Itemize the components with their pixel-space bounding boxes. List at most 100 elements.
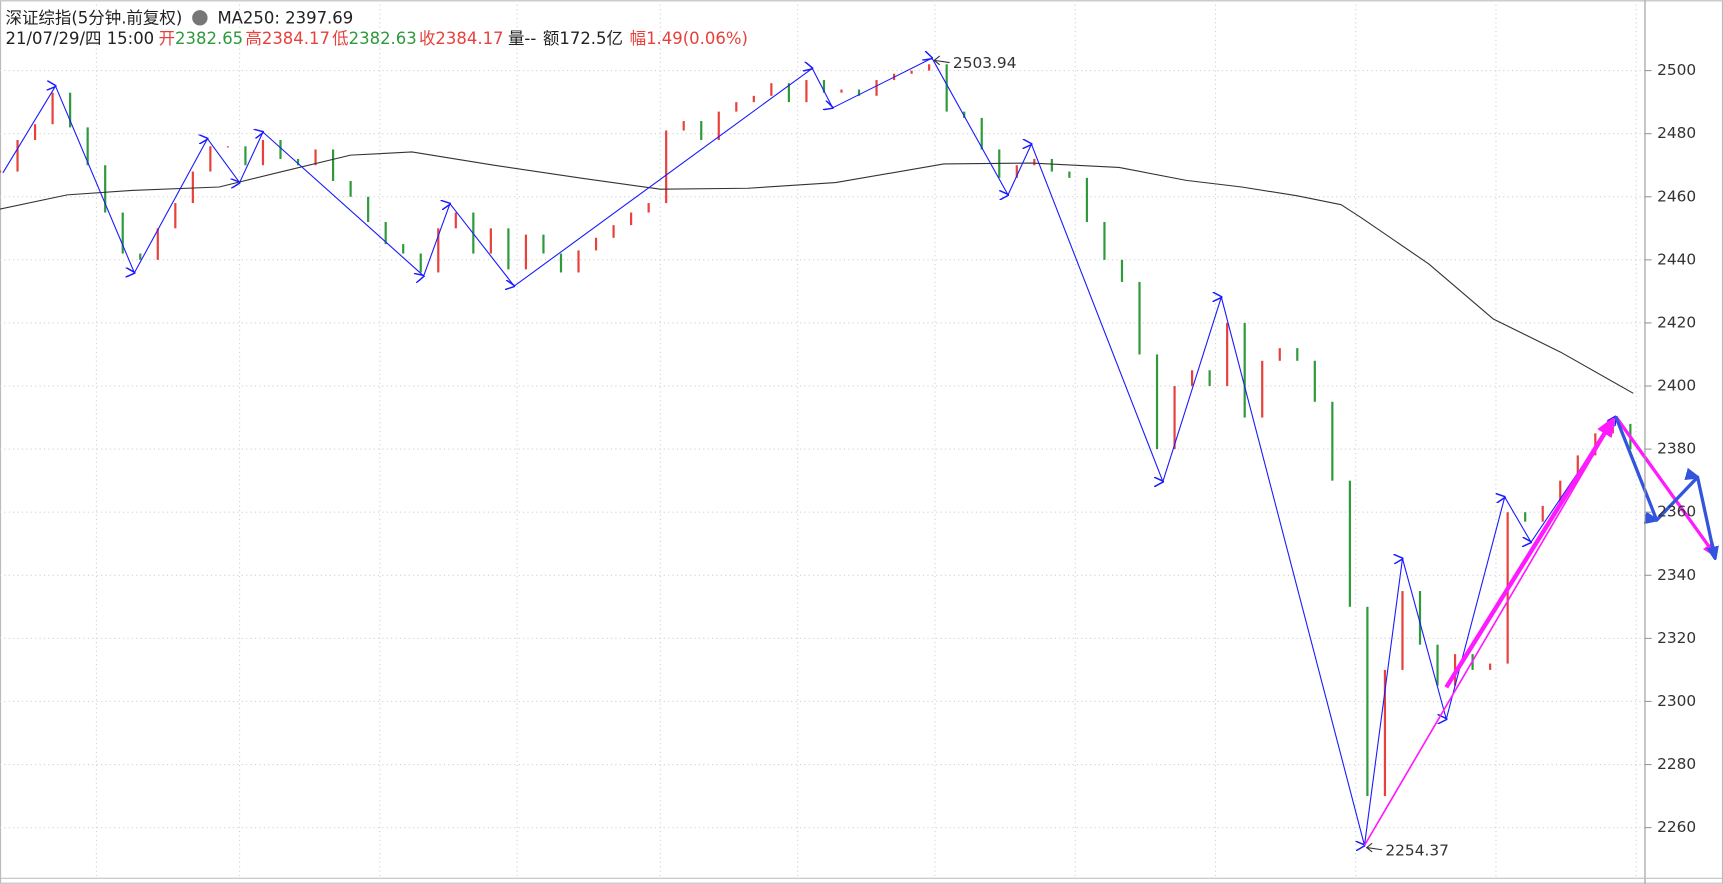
candle — [33, 124, 37, 140]
field-label: 开 — [159, 29, 175, 48]
candle — [700, 121, 703, 140]
candle — [419, 253, 422, 273]
y-tick-label: 2380 — [1657, 440, 1696, 458]
candle — [524, 234, 528, 270]
candle — [402, 244, 405, 254]
candle — [542, 234, 545, 254]
candle — [805, 80, 808, 103]
candle — [349, 180, 352, 197]
candle — [1243, 322, 1246, 418]
candle — [1418, 591, 1422, 645]
candle — [1173, 386, 1176, 450]
candle — [226, 146, 230, 148]
candle — [735, 102, 738, 112]
annotation-arrow — [933, 55, 950, 66]
candle — [1278, 348, 1281, 361]
y-tick-label: 2400 — [1657, 377, 1696, 395]
annotation-label: 2254.37 — [1385, 841, 1449, 859]
field-value: 2382.65 — [175, 29, 243, 48]
candle — [1348, 480, 1351, 607]
candle — [682, 121, 685, 131]
candle — [1226, 322, 1229, 387]
candle — [174, 203, 177, 229]
candle — [752, 95, 755, 103]
candle — [1401, 591, 1404, 670]
candle — [612, 225, 615, 238]
candle — [191, 171, 194, 204]
candle — [1436, 644, 1439, 686]
candle — [156, 228, 159, 260]
candle — [1541, 505, 1544, 522]
y-tick-label: 2320 — [1657, 629, 1696, 647]
candle — [665, 130, 668, 204]
candle — [928, 64, 931, 71]
candle — [209, 146, 212, 172]
candle — [51, 92, 54, 125]
candle — [1191, 370, 1194, 387]
candle — [1489, 663, 1492, 670]
trend-line — [2, 58, 1616, 845]
chart-title: 深证综指(5分钟.前复权) — [5, 8, 182, 27]
candle — [770, 83, 773, 96]
candle — [489, 228, 492, 254]
candle — [1524, 512, 1527, 522]
annotations: 2503.94 2254.37 — [933, 54, 1449, 859]
candle — [1313, 360, 1316, 402]
field-label: 低 — [332, 29, 348, 48]
candle — [261, 139, 265, 166]
y-tick-label: 2360 — [1657, 503, 1696, 521]
change: 1.49(0.06%) — [646, 29, 748, 48]
candle — [1366, 606, 1369, 797]
y-tick-label: 2500 — [1657, 61, 1696, 79]
candle — [0, 170, 2, 173]
y-tick-label: 2420 — [1657, 313, 1696, 331]
candle — [840, 89, 843, 93]
candle — [139, 253, 142, 260]
candle — [1261, 360, 1264, 418]
candle — [279, 139, 282, 159]
candle — [1208, 370, 1211, 387]
trend-line — [1614, 416, 1715, 559]
candle — [630, 212, 633, 226]
header-line-2: 21/07/29/四 15:00 开2382.65 高2384.17 低2382.63… — [5, 29, 747, 48]
y-tick-label: 2300 — [1657, 692, 1696, 710]
trend-line — [1363, 416, 1617, 846]
y-tick-label: 2260 — [1657, 818, 1696, 836]
candle — [1155, 354, 1159, 450]
candle — [331, 149, 335, 181]
header-line-1: 深证综指(5分钟.前复权) MA250: 2397.69 — [5, 8, 353, 27]
y-tick-label: 2440 — [1657, 250, 1696, 268]
field-value: 2382.63 — [349, 29, 417, 48]
trend-line — [1444, 420, 1613, 689]
y-tick-label: 2280 — [1657, 755, 1696, 773]
candle — [945, 64, 948, 112]
volume: 量-- — [508, 29, 536, 48]
field-value: 2384.17 — [262, 29, 330, 48]
field-label: 高 — [245, 29, 261, 48]
candle — [1050, 158, 1053, 172]
candle — [244, 146, 247, 166]
candle — [559, 253, 563, 273]
y-axis: 2260 2280 2300 2320 2340 2360 2380 2400 2420 2440… — [1644, 61, 1696, 836]
candle — [1033, 158, 1036, 166]
candle — [1120, 259, 1124, 282]
annotation-label: 2503.94 — [953, 54, 1017, 72]
candle — [910, 70, 913, 74]
field-value: 2384.17 — [435, 29, 503, 48]
candle — [454, 212, 457, 229]
candle — [367, 196, 370, 223]
candle — [1068, 171, 1071, 178]
candle — [507, 228, 510, 270]
candle — [647, 203, 650, 213]
dropdown-icon[interactable] — [192, 10, 208, 26]
candle — [577, 250, 580, 273]
y-tick-label: 2340 — [1657, 566, 1696, 584]
candle — [1103, 222, 1106, 260]
change-label: 幅 — [630, 29, 646, 48]
candle — [1296, 348, 1299, 361]
candle — [1138, 281, 1141, 355]
y-tick-label: 2480 — [1657, 124, 1696, 142]
field-label: 收 — [419, 29, 435, 48]
